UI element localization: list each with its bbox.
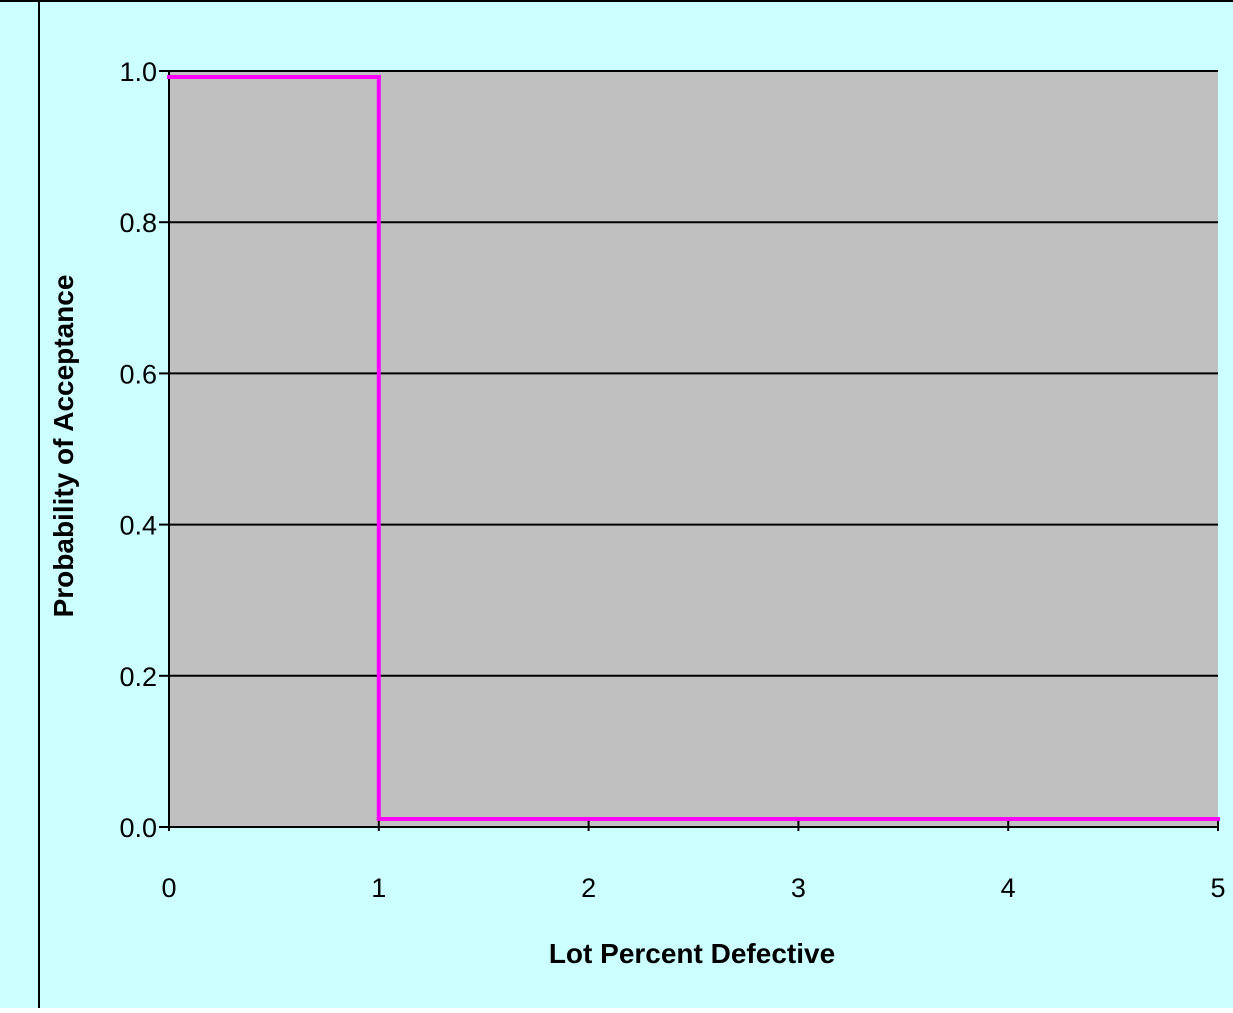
gridlines (169, 70, 1218, 677)
x-axis-title: Lot Percent Defective (549, 938, 835, 969)
x-tick-label-5: 5 (1210, 873, 1225, 903)
chart-border-top (0, 0, 1233, 2)
y-tick-label-0-6: 0.6 (119, 359, 157, 389)
x-tick-label-4: 4 (1001, 873, 1016, 903)
y-tick-label-1-0: 1.0 (119, 57, 157, 87)
axes (159, 70, 1219, 831)
y-tick-label-0-4: 0.4 (119, 511, 157, 541)
tick-labels: 0.0 0.2 0.4 0.6 0.8 1.0 0 1 2 3 4 5 (119, 57, 1225, 903)
y-axis-title: Probability of Acceptance (48, 275, 79, 618)
x-tick-label-0: 0 (161, 873, 176, 903)
series-layer (167, 75, 1220, 821)
x-tick-label-3: 3 (791, 873, 806, 903)
y-tick-label-0-0: 0.0 (119, 813, 157, 843)
x-tick-label-1: 1 (371, 873, 386, 903)
y-tick-label-0-8: 0.8 (119, 208, 157, 238)
x-tick-label-2: 2 (581, 873, 596, 903)
series-0 (167, 75, 1220, 821)
plot-area (169, 71, 1218, 827)
chart-border-left (38, 0, 40, 1008)
y-tick-label-0-2: 0.2 (119, 662, 157, 692)
